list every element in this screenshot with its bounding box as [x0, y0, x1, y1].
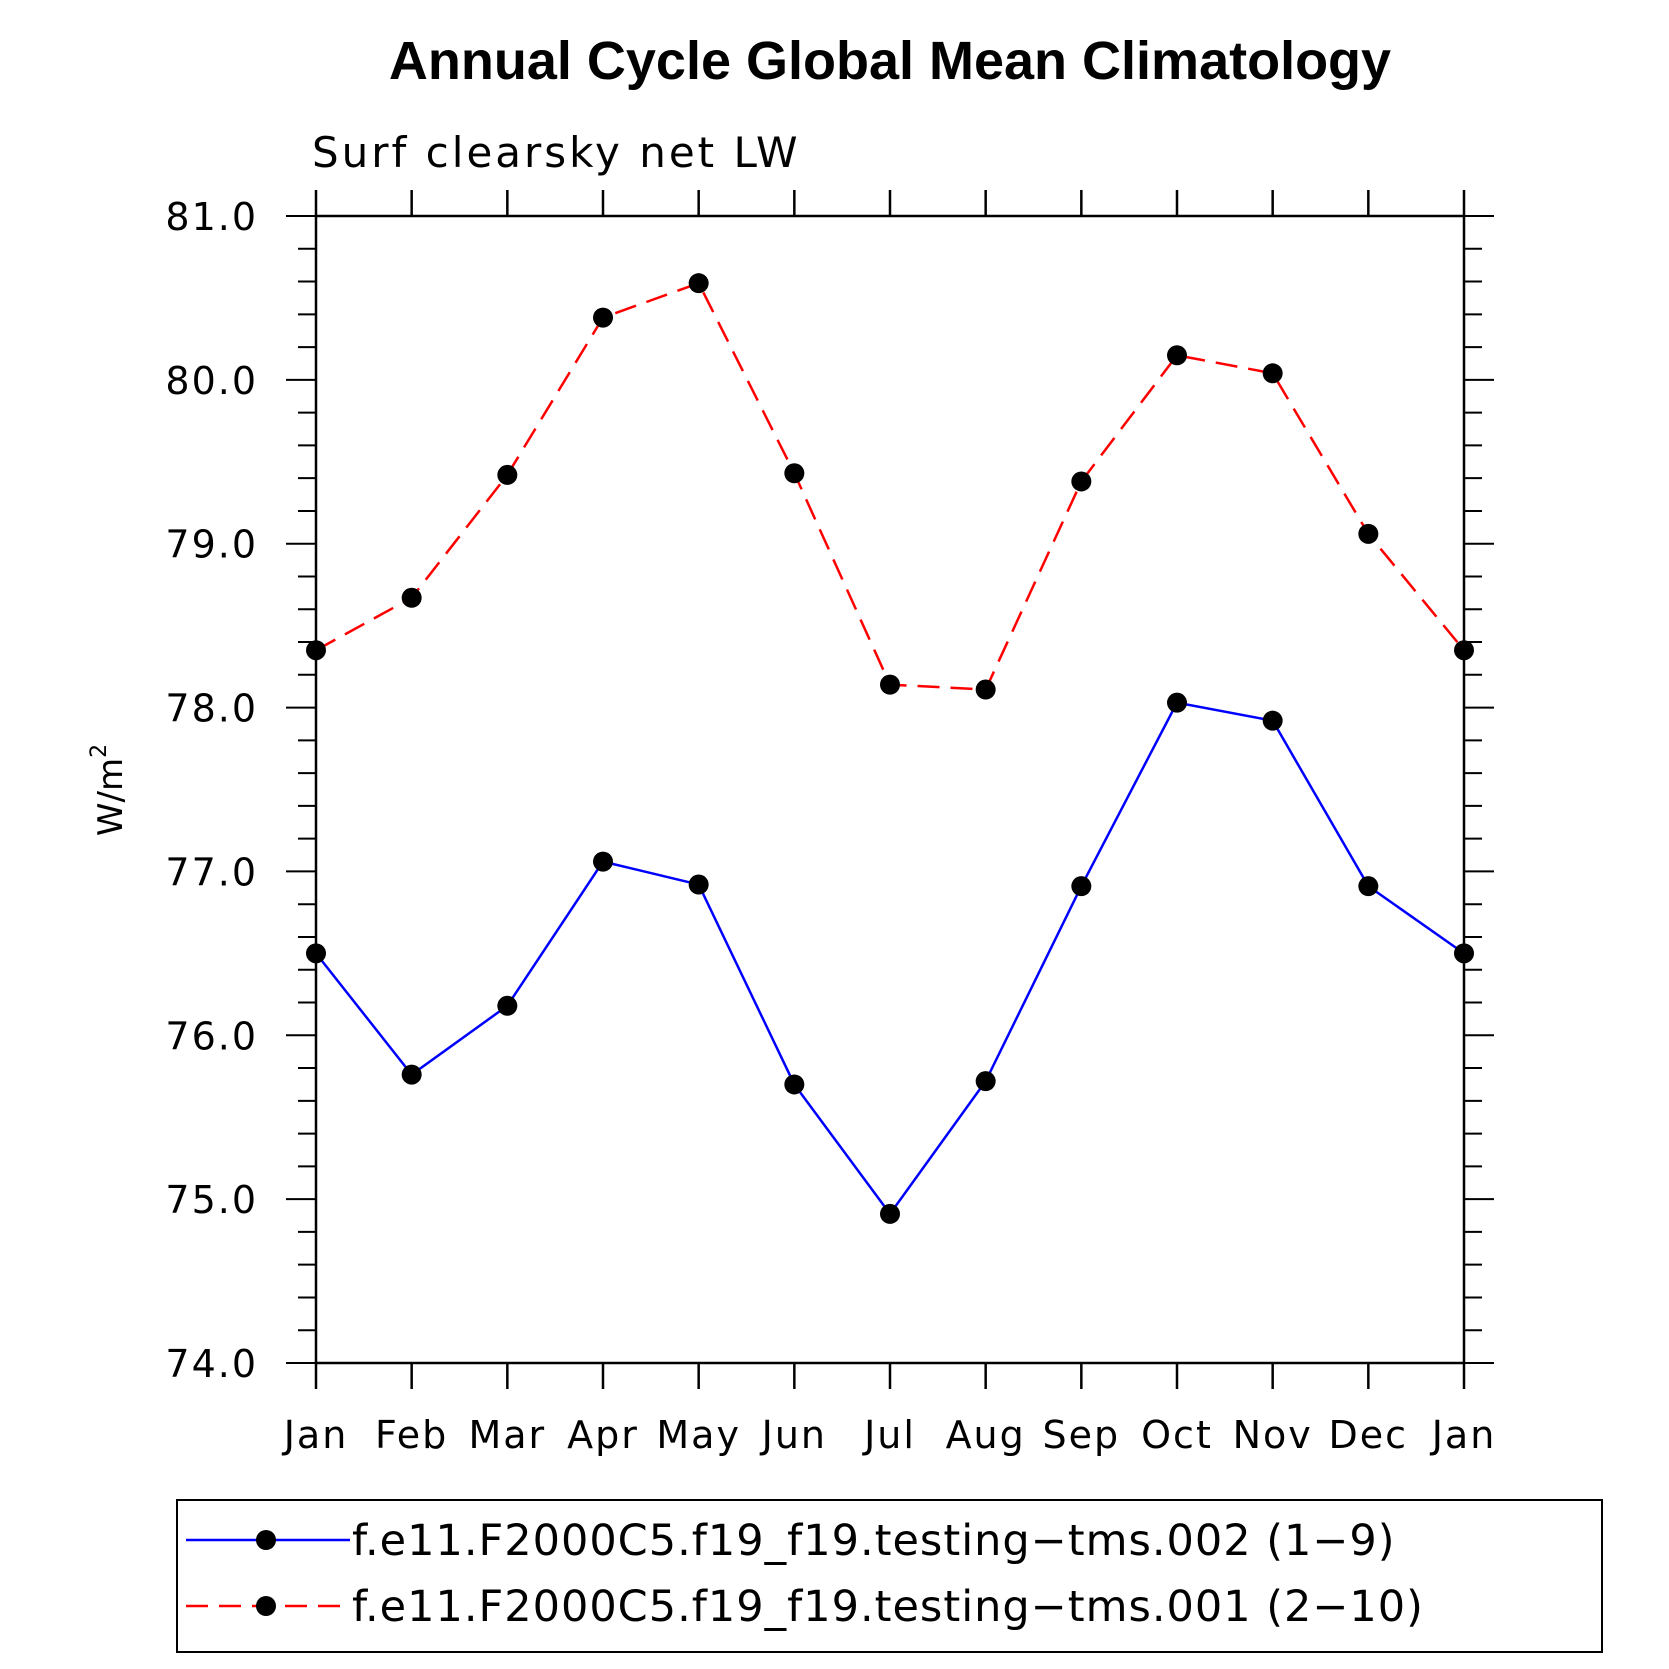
data-point [880, 1203, 900, 1224]
chart-title: Annual Cycle Global Mean Climatology [389, 31, 1391, 91]
x-tick-label: Mar [468, 1413, 546, 1457]
data-point [401, 587, 422, 608]
legend-box [176, 1499, 1603, 1653]
x-tick-label: Oct [1141, 1413, 1213, 1457]
y-tick-label: 74.0 [165, 1342, 258, 1386]
y-axis-label-superscript: 2 [87, 744, 112, 758]
series-line-1 [315, 701, 1465, 1217]
data-point [497, 464, 518, 485]
x-tick-label: Apr [567, 1413, 639, 1457]
data-point [975, 1071, 996, 1092]
x-tick-label: May [656, 1413, 741, 1457]
data-point [401, 1064, 422, 1085]
data-point [784, 463, 805, 484]
plot-frame [314, 214, 1466, 1365]
series-line-2 [315, 281, 1465, 691]
data-point [1071, 471, 1092, 492]
y-tick-label: 80.0 [165, 359, 258, 403]
data-point [1167, 345, 1187, 366]
data-point [1262, 363, 1283, 384]
data-point [1454, 640, 1474, 661]
x-tick-label: Sep [1043, 1413, 1121, 1457]
y-axis-label: W/m2 [87, 744, 131, 836]
y-tick-label: 76.0 [165, 1014, 258, 1058]
legend: f.e11.F2000C5.f19_f19.testing−tms.002 (1… [176, 1499, 1603, 1653]
data-point [1167, 692, 1187, 713]
x-tick-label: Jun [760, 1413, 827, 1457]
x-tick-label: Jan [282, 1413, 349, 1457]
legend-label-2: f.e11.F2000C5.f19_f19.testing−tms.001 (2… [352, 1582, 1424, 1632]
x-tick-label: Aug [946, 1413, 1026, 1457]
legend-marker [256, 1596, 276, 1616]
x-tick-labels: Jan Feb Mar Apr May Jun Jul Aug Sep Oct Nov Dec Jan [282, 1413, 1497, 1457]
y-tick-labels: 74.0 75.0 76.0 77.0 78.0 79.0 80.0 81.0 [165, 195, 258, 1386]
data-point [306, 640, 326, 661]
legend-marker [256, 1530, 276, 1550]
y-tick-label: 79.0 [165, 523, 258, 567]
data-point [593, 851, 613, 872]
data-point [1262, 710, 1283, 731]
y-axis-label-text: W/m [91, 758, 131, 836]
data-point [880, 674, 900, 695]
legend-label-1: f.e11.F2000C5.f19_f19.testing−tms.002 (1… [352, 1516, 1396, 1566]
x-tick-label: Feb [375, 1413, 448, 1457]
x-tick-label: Nov [1233, 1413, 1313, 1457]
x-tick-label: Dec [1329, 1413, 1409, 1457]
data-point [1358, 876, 1379, 897]
y-tick-label: 77.0 [165, 850, 258, 894]
data-point [1358, 523, 1379, 544]
data-point [1071, 876, 1092, 897]
data-point [1454, 943, 1474, 964]
axis-ticks [286, 190, 1494, 1389]
data-point [688, 273, 709, 294]
x-tick-label: Jul [862, 1413, 916, 1457]
data-point [593, 307, 613, 328]
y-tick-label: 78.0 [165, 687, 258, 731]
chart-subtitle: Surf clearsky net LW [312, 128, 801, 177]
data-point [975, 679, 996, 700]
data-point [497, 995, 518, 1016]
data-point [688, 874, 709, 895]
series-layer [306, 273, 1474, 1224]
y-tick-label: 81.0 [165, 195, 258, 239]
data-point [306, 943, 326, 964]
legend-entries: f.e11.F2000C5.f19_f19.testing−tms.002 (1… [186, 1516, 1424, 1632]
x-tick-label: Jan [1430, 1413, 1497, 1457]
data-point [784, 1074, 805, 1095]
y-tick-label: 75.0 [165, 1178, 258, 1222]
